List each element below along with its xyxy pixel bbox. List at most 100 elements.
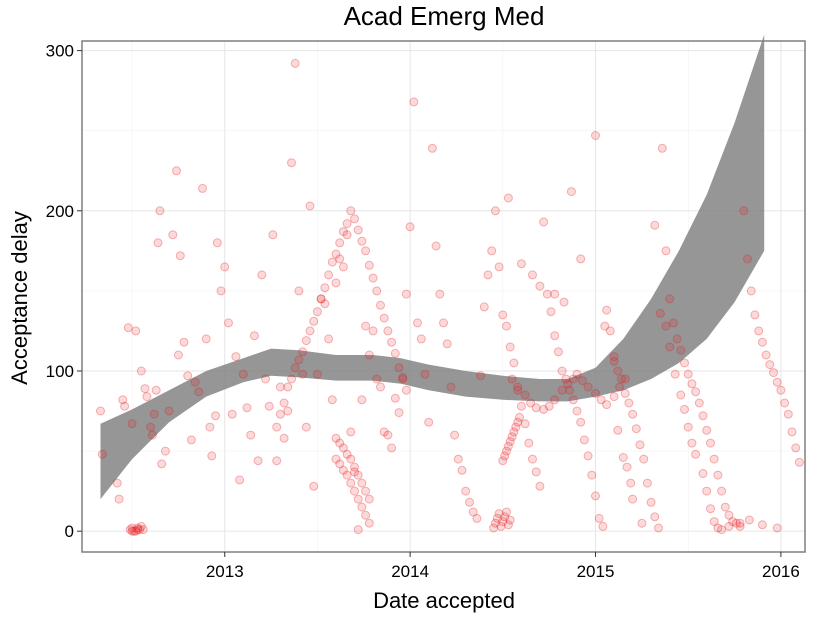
data-point [316, 294, 326, 304]
data-point [413, 318, 422, 328]
data-point [605, 326, 615, 336]
data-point [220, 262, 230, 272]
data-point [390, 348, 400, 358]
data-point [635, 440, 645, 450]
data-point [494, 262, 504, 272]
data-point [498, 517, 508, 527]
data-point [118, 395, 128, 405]
data-point [301, 422, 311, 432]
data-point [114, 494, 124, 504]
data-point [368, 273, 378, 283]
data-point [457, 465, 467, 475]
data-point [279, 398, 289, 408]
data-point [261, 374, 270, 384]
data-point [335, 438, 345, 448]
data-point [542, 289, 552, 299]
data-point [791, 443, 801, 453]
data-point [550, 331, 560, 341]
data-point [628, 494, 638, 504]
data-point [513, 382, 523, 392]
data-point [342, 470, 352, 480]
data-point [309, 316, 319, 326]
data-point [691, 449, 701, 459]
data-point [379, 313, 389, 323]
data-point [754, 326, 764, 336]
data-point [503, 193, 513, 203]
data-point [431, 241, 441, 251]
data-point [275, 382, 285, 392]
data-point [500, 451, 510, 461]
data-point [424, 417, 434, 427]
data-point [535, 481, 545, 491]
smooth-band [100, 34, 765, 500]
data-point [769, 368, 778, 378]
data-point [235, 475, 245, 485]
data-point [405, 222, 415, 232]
data-point [136, 366, 146, 376]
data-point [498, 456, 508, 466]
data-point [401, 385, 411, 395]
data-point [253, 456, 263, 466]
data-point [331, 278, 341, 288]
data-point [750, 310, 760, 320]
data-point [331, 249, 341, 259]
data-point [698, 411, 708, 421]
plot-border [81, 40, 806, 553]
axes: 2013 2014 2015 2016 0 100 200 300 [46, 42, 800, 581]
data-point [509, 427, 519, 437]
data-point [620, 374, 630, 384]
data-point [476, 371, 486, 381]
data-point [249, 331, 259, 341]
data-point [97, 449, 107, 459]
data-point [324, 270, 334, 280]
data-point [394, 408, 404, 418]
data-point [743, 254, 752, 264]
data-point [212, 238, 222, 248]
data-point [661, 246, 671, 256]
data-point [600, 321, 610, 331]
data-point [609, 392, 619, 402]
data-point [387, 337, 397, 347]
data-point [246, 430, 256, 440]
data-point [175, 251, 185, 261]
data-point [498, 310, 508, 320]
data-point [655, 308, 665, 318]
data-point [207, 451, 217, 461]
data-point [350, 486, 359, 496]
data-point [294, 355, 304, 365]
data-point [112, 478, 122, 488]
data-point [550, 395, 560, 405]
data-point [515, 412, 524, 422]
data-point [772, 523, 782, 533]
data-point [120, 401, 130, 411]
data-point [324, 334, 334, 344]
data-point [133, 525, 143, 535]
data-point [96, 406, 105, 416]
x-axis-title: Date accepted [373, 588, 515, 613]
data-point [409, 97, 419, 107]
data-point [186, 435, 196, 445]
data-point [127, 523, 137, 533]
data-point [353, 225, 363, 235]
data-point [350, 214, 359, 224]
data-point [398, 372, 408, 382]
data-point [368, 326, 378, 336]
data-point [439, 318, 448, 328]
x-tick-label: 2016 [762, 562, 800, 581]
data-point [490, 518, 500, 528]
data-point [383, 430, 393, 440]
data-point [483, 270, 493, 280]
data-point [720, 502, 730, 512]
data-point [502, 321, 511, 331]
data-point [211, 411, 220, 421]
data-point [626, 478, 636, 488]
data-point [123, 323, 133, 333]
data-point [131, 526, 141, 536]
data-point [125, 525, 135, 535]
data-point [654, 523, 663, 533]
data-point [706, 438, 715, 448]
data-point [550, 289, 560, 299]
data-point [320, 299, 330, 309]
data-point [205, 422, 215, 432]
data-point [361, 510, 371, 520]
